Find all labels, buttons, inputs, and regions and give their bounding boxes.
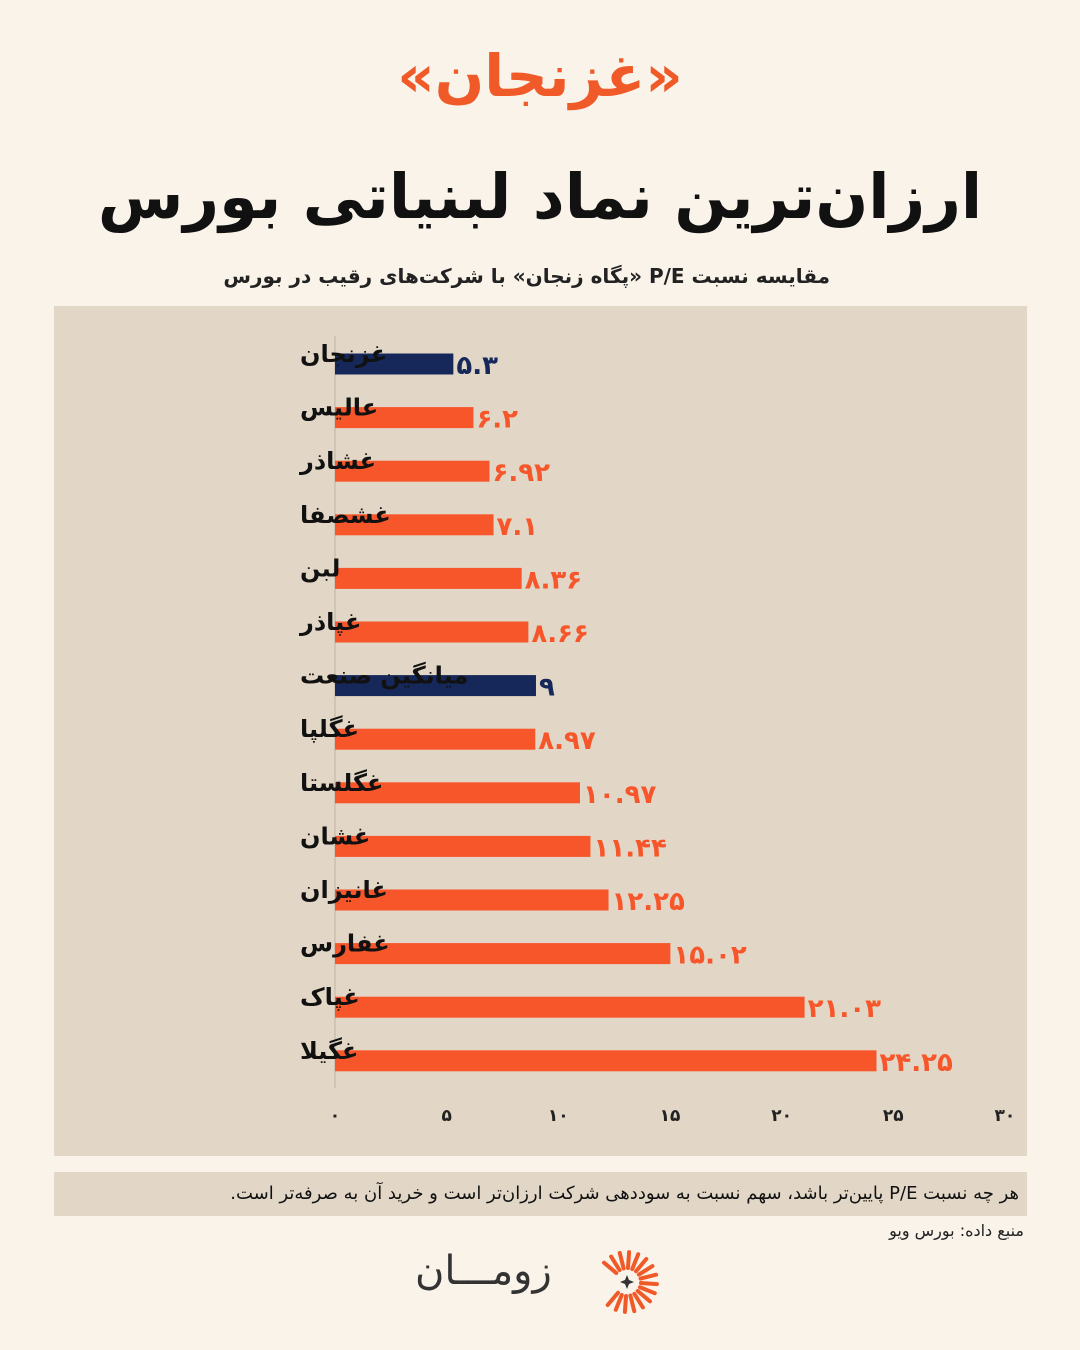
brand-name: زومـــان <box>415 1248 552 1294</box>
x-tick-label: ۵ <box>441 1106 451 1126</box>
data-label: ۸.۶۶ <box>531 619 588 649</box>
page-title: ارزان‌ترین نماد لبنیاتی بورس <box>97 160 983 233</box>
data-label: ۵.۳ <box>456 351 498 381</box>
bar <box>335 835 591 857</box>
data-label: ۶.۹۲ <box>493 458 551 488</box>
category-label: غشاذر <box>299 447 376 475</box>
category-label: غپاک <box>300 983 360 1011</box>
category-label: لبن <box>300 554 340 582</box>
chart-subtitle: مقایسه نسبت P/E «پگاه زنجان» با شرکت‌های… <box>223 264 830 288</box>
bar <box>335 514 494 536</box>
bar <box>335 1050 877 1072</box>
data-label: ۲۱.۰۳ <box>808 994 881 1024</box>
category-label: غفارس <box>300 930 390 958</box>
x-tick-label: ۲۵ <box>883 1106 904 1126</box>
bar <box>335 407 474 429</box>
category-label: عالیس <box>300 394 378 422</box>
category-label: غگلپا <box>300 715 359 743</box>
data-label: ۸.۳۶ <box>525 565 582 595</box>
note-box: هر چه نسبت P/E پایین‌تر باشد، سهم نسبت ب… <box>54 1172 1027 1216</box>
x-tick-label: ۲۰ <box>771 1106 792 1126</box>
x-tick-label: ۱۵ <box>660 1106 681 1126</box>
data-label: ۱۲.۲۵ <box>612 887 685 917</box>
x-tick-label: ۰ <box>330 1106 340 1126</box>
category-label: میانگین صنعت <box>300 662 468 690</box>
bar-chart: غزنجان ۵.۳ عالیس ۶.۲ غشاذر ۶.۹۲ غشصفا ۷.۱ لبن ۸.۳… <box>299 336 1016 1126</box>
bar <box>335 675 536 697</box>
x-tick-label: ۱۰ <box>548 1106 569 1126</box>
data-label: ۱۱.۴۴ <box>593 833 666 863</box>
bar <box>335 889 609 911</box>
data-label: ۸.۹۷ <box>538 726 596 756</box>
bar <box>335 996 805 1018</box>
bar <box>335 728 536 750</box>
data-label: ۱۵.۰۲ <box>673 941 746 971</box>
bar <box>335 782 580 804</box>
data-label: ۷.۱ <box>497 512 539 542</box>
source-text: منبع داده: بورس ویو <box>889 1221 1024 1240</box>
data-label: ۲۴.۲۵ <box>880 1048 953 1078</box>
category-label: غپاذر <box>299 608 361 636</box>
bar <box>335 460 490 482</box>
footnote: هر چه نسبت P/E پایین‌تر باشد، سهم نسبت ب… <box>230 1183 1019 1204</box>
bar <box>335 567 522 589</box>
category-label: غشصفا <box>300 501 391 529</box>
bar <box>335 621 529 643</box>
bar <box>335 943 671 965</box>
category-label: غشان <box>300 822 370 850</box>
data-label: ۹ <box>539 673 555 703</box>
bar <box>335 353 454 375</box>
category-label: غزنجان <box>300 340 387 368</box>
x-tick-label: ۳۰ <box>995 1106 1016 1126</box>
sunburst-logo-icon <box>602 1250 659 1314</box>
category-label: غانیزان <box>300 876 388 904</box>
header-kicker: «غزنجان» <box>397 42 683 110</box>
category-label: غگیلا <box>300 1037 358 1065</box>
data-label: ۱۰.۹۷ <box>583 780 656 810</box>
data-label: ۶.۲ <box>476 405 518 435</box>
chart-panel: غزنجان ۵.۳ عالیس ۶.۲ غشاذر ۶.۹۲ غشصفا ۷.۱ لبن ۸.۳… <box>54 306 1027 1156</box>
category-label: غگلستا <box>300 769 383 797</box>
